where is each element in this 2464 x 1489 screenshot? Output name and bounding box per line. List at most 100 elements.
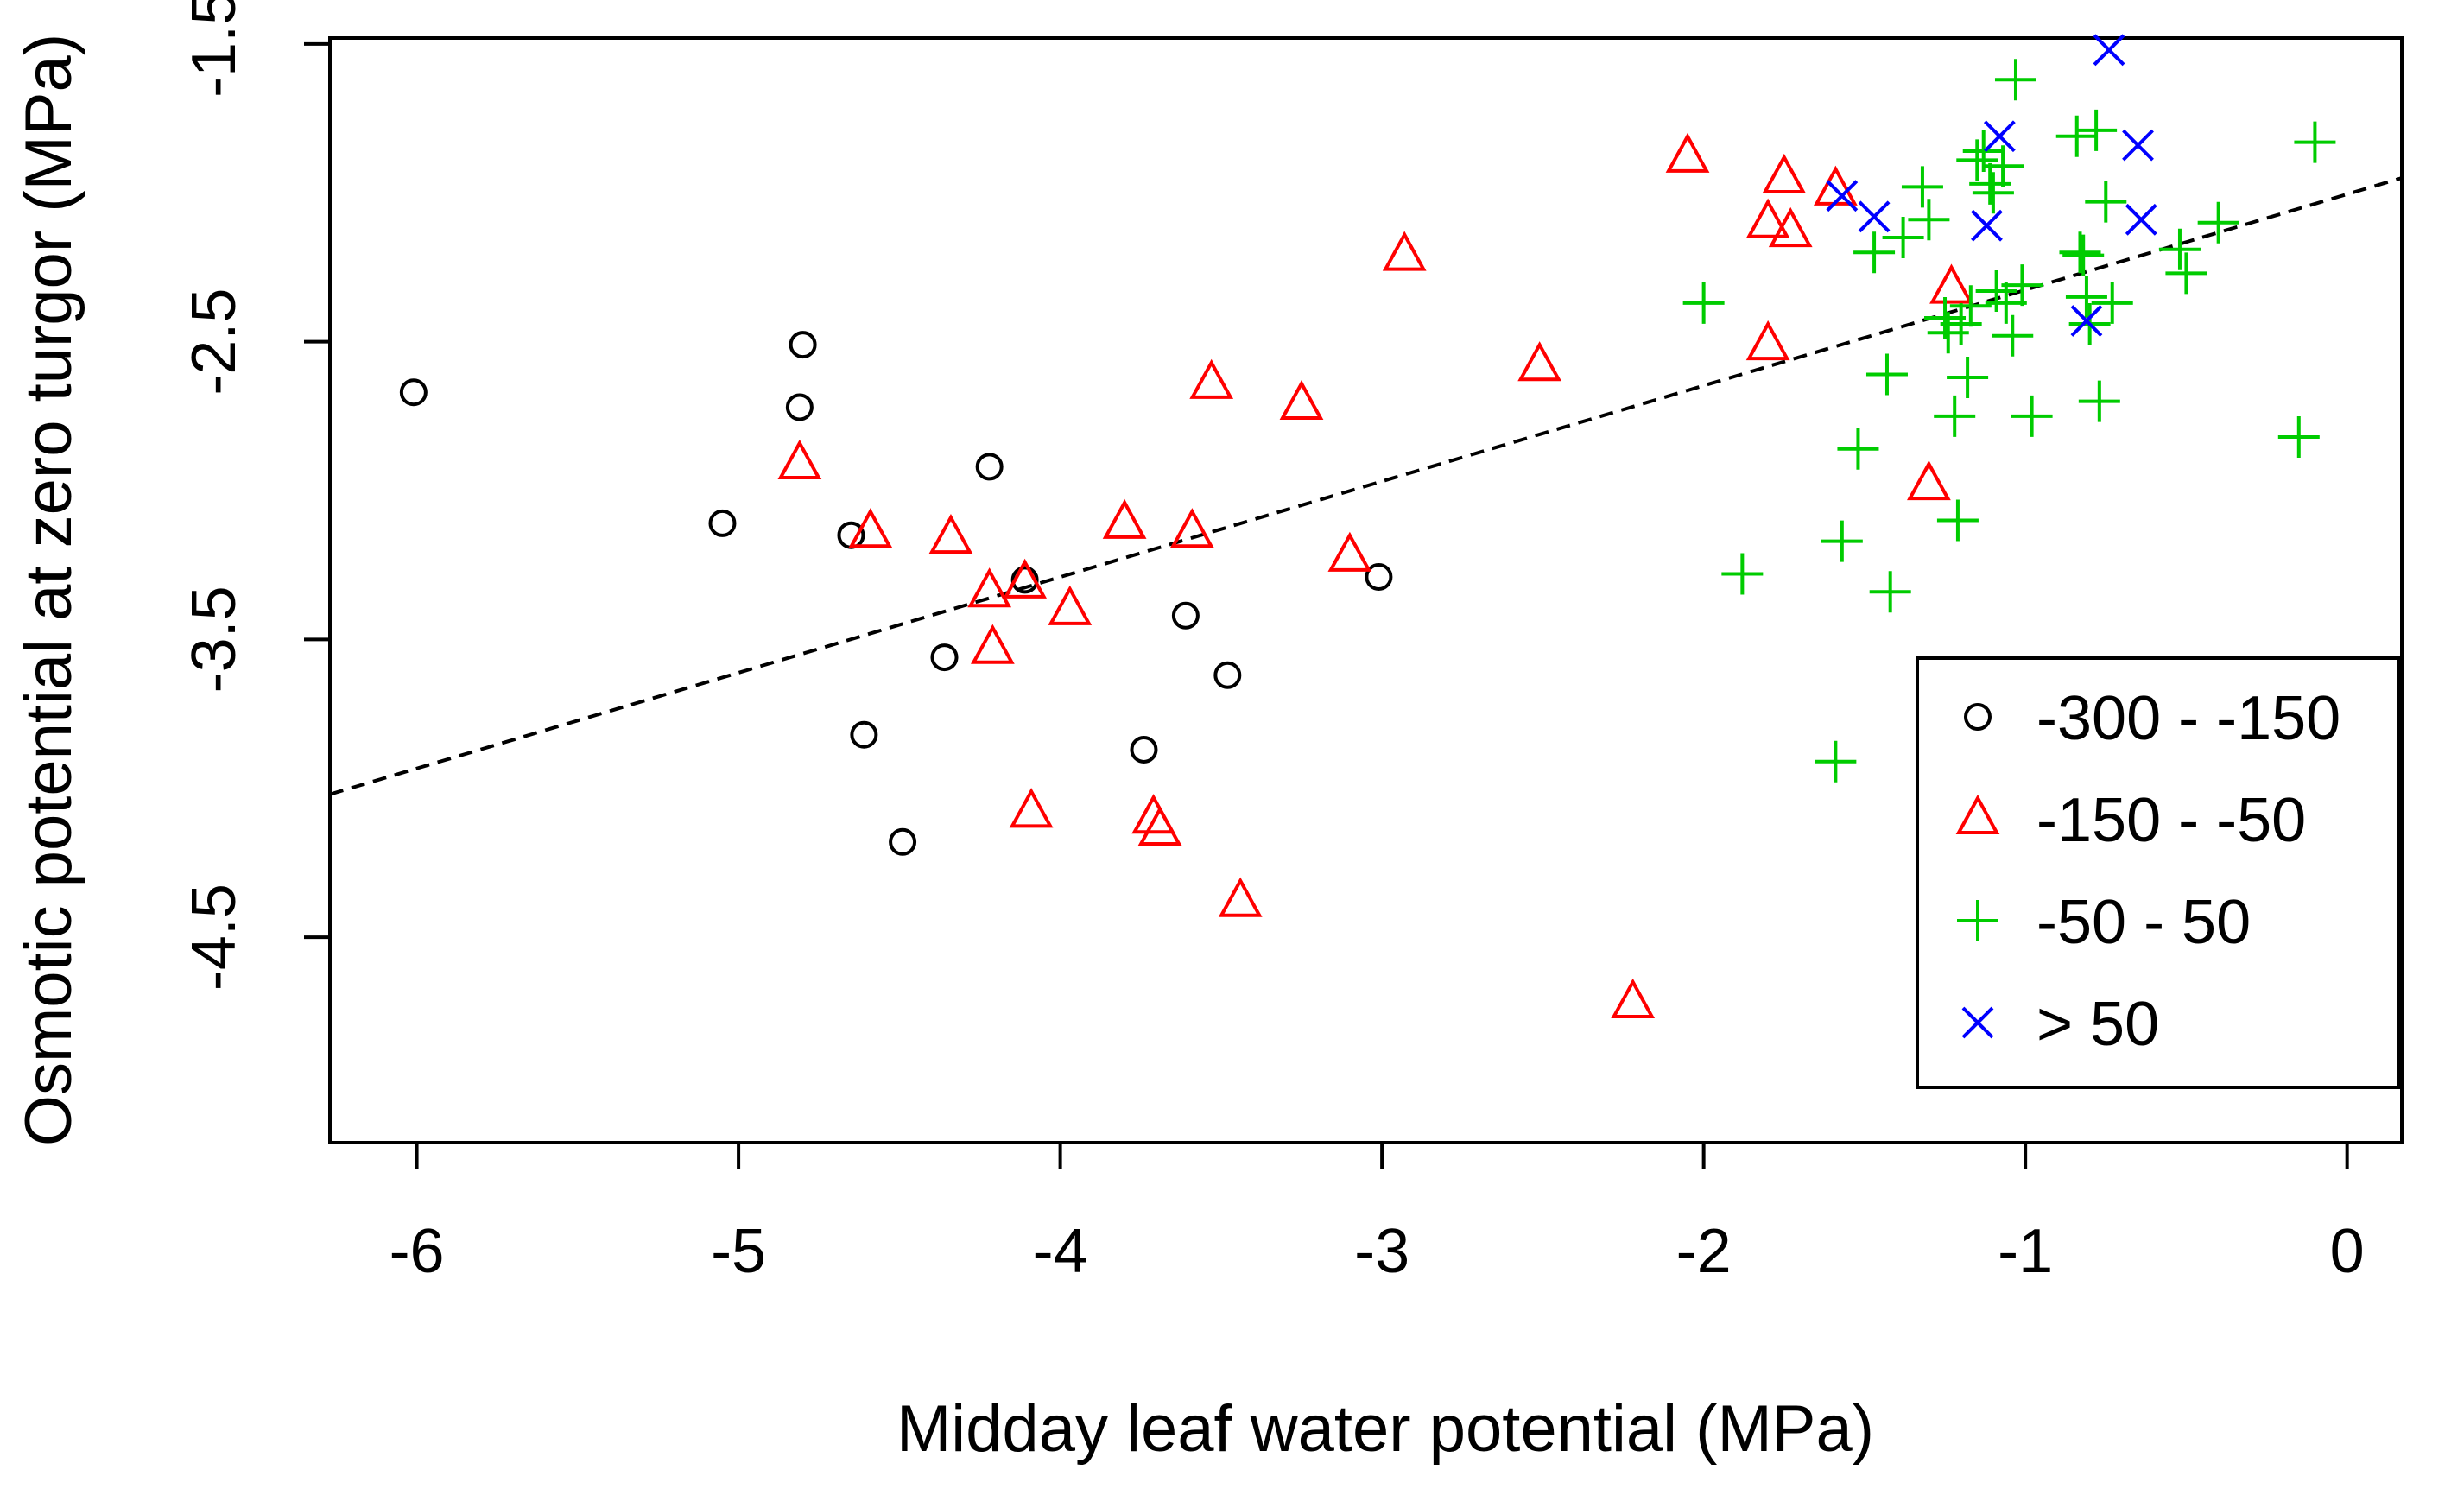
data-point-plus: [2197, 201, 2239, 244]
x-tick-label: -4: [1033, 1217, 1088, 1286]
x-tick-label: -5: [711, 1217, 766, 1286]
legend-label: -150 - -50: [2036, 786, 2306, 855]
data-point-circle: [789, 331, 817, 359]
x-tick-label: -1: [1998, 1217, 2053, 1286]
data-point-plus: [1994, 59, 2036, 101]
data-point-triangle: [1665, 132, 1710, 173]
data-point-plus: [1853, 231, 1896, 274]
data-point-plus: [1865, 353, 1908, 396]
series-circle: [399, 331, 1393, 856]
data-point-triangle: [1745, 320, 1790, 361]
legend-label: -300 - -150: [2036, 684, 2340, 753]
data-point-plus: [1882, 216, 1924, 258]
legend-label: -50 - 50: [2036, 888, 2251, 957]
data-point-plus: [2055, 115, 2098, 157]
data-point-plus: [1721, 553, 1764, 595]
data-point-plus: [1982, 145, 2024, 187]
data-point-plus: [1901, 166, 1943, 208]
data-point-plus: [1956, 139, 1998, 181]
data-point-triangle: [1218, 877, 1263, 917]
data-point-plus: [1869, 571, 1911, 613]
x-tick-label: -6: [390, 1217, 445, 1286]
data-point-triangle: [1768, 206, 1813, 248]
data-point-plus: [2165, 252, 2207, 295]
data-point-triangle: [1517, 341, 1562, 382]
data-point-plus: [1934, 395, 1976, 437]
data-point-triangle: [1189, 358, 1234, 399]
data-point-cross: [1971, 209, 2003, 242]
legend-marker-circle: [1964, 703, 1992, 731]
x-axis-title: Midday leaf water potential (MPa): [896, 1392, 1874, 1466]
data-point-cross: [2070, 305, 2103, 337]
data-point-triangle: [1137, 805, 1182, 846]
data-point-triangle: [1009, 788, 1054, 828]
y-tick-label: -1.5: [180, 0, 249, 98]
data-point-circle: [930, 643, 959, 672]
x-tick-label: -3: [1354, 1217, 1409, 1286]
data-point-circle: [1010, 566, 1039, 594]
data-point-plus: [1940, 302, 1982, 345]
data-point-circle: [850, 720, 878, 749]
legend-box: [1916, 656, 2401, 1089]
plot-area-frame: [328, 36, 2404, 1144]
legend-label: > 50: [2036, 990, 2159, 1059]
data-point-triangle: [1762, 153, 1807, 194]
data-point-circle: [1171, 601, 1200, 630]
y-axis: -1.5 -2.5 -3.5 -4.5: [180, 0, 330, 991]
x-axis: -6 -5 -4 -3 -2 -1 0: [390, 1143, 2365, 1286]
data-point-circle: [785, 393, 814, 421]
data-point-triangle: [848, 508, 893, 548]
data-point-triangle: [1929, 263, 1973, 304]
data-point-circle: [399, 378, 428, 407]
data-point-triangle: [1907, 459, 1951, 501]
data-point-plus: [1821, 520, 1863, 562]
data-point-plus: [1949, 285, 1992, 327]
y-axis-title: Osmotic potential at zero turgor (MPa): [12, 34, 86, 1146]
data-point-plus: [1936, 499, 1979, 542]
data-point-circle: [708, 509, 737, 537]
data-point-cross: [1983, 120, 2016, 153]
data-point-triangle: [1382, 231, 1427, 271]
data-point-circle: [1365, 562, 1393, 591]
data-point-triangle: [1169, 508, 1214, 548]
data-point-circle: [975, 453, 1004, 481]
data-point-triangle: [928, 514, 973, 554]
data-point-plus: [2059, 231, 2101, 274]
series-plus: [1682, 59, 2336, 783]
data-point-cross: [1826, 180, 1859, 212]
data-point-triangle: [1102, 498, 1147, 539]
data-point-plus: [2075, 109, 2118, 151]
data-point-plus: [2085, 181, 2127, 223]
data-point-triangle: [1048, 585, 1093, 625]
data-point-circle: [889, 827, 917, 856]
y-tick-label: -2.5: [180, 288, 249, 396]
data-point-plus: [2294, 121, 2336, 163]
data-point-plus: [1972, 172, 2014, 214]
data-point-triangle: [1611, 978, 1656, 1018]
data-point-plus: [1992, 314, 2034, 357]
data-point-cross: [2122, 129, 2154, 162]
legend-marker-cross: [1961, 1006, 1994, 1039]
series-cross: [1826, 34, 2157, 337]
data-point-circle: [1213, 661, 1242, 689]
data-point-plus: [2001, 264, 2043, 307]
data-point-plus: [2062, 234, 2105, 276]
data-points: [399, 34, 2336, 1018]
data-point-plus: [2158, 228, 2201, 270]
data-point-plus: [1908, 199, 1950, 241]
data-point-plus: [1837, 428, 1879, 470]
x-tick-label: 0: [2330, 1217, 2365, 1286]
legend-marker-triangle: [1955, 794, 2000, 834]
data-point-triangle: [1327, 531, 1372, 572]
data-point-plus: [1985, 282, 2027, 324]
y-tick-label: -3.5: [180, 586, 249, 693]
data-point-triangle: [1279, 379, 1324, 421]
x-tick-label: -2: [1676, 1217, 1732, 1286]
data-point-triangle: [967, 567, 1012, 608]
data-point-cross: [2125, 203, 2157, 236]
data-point-triangle: [1003, 558, 1048, 599]
y-tick-label: -4.5: [180, 884, 249, 991]
data-point-plus: [1682, 282, 1725, 324]
data-point-cross: [1858, 200, 1891, 233]
data-point-circle: [1130, 735, 1158, 764]
